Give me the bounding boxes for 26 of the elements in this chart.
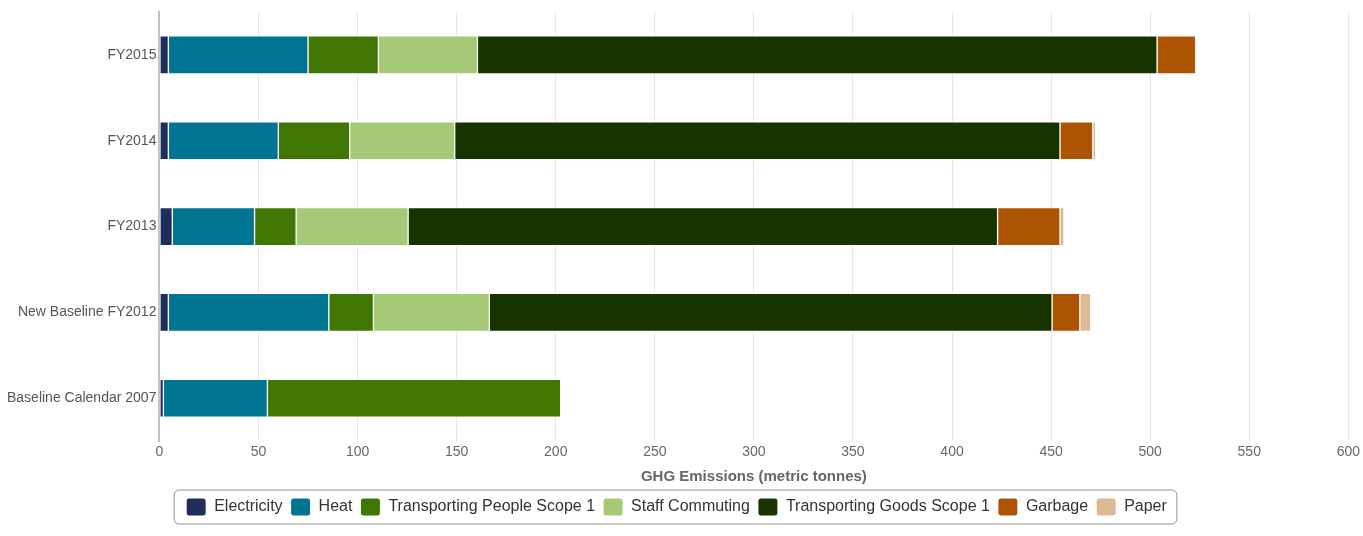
y-tick-label: FY2015 (107, 45, 157, 62)
x-tick-label: 500 (1138, 443, 1163, 460)
x-tick-label: 400 (940, 443, 964, 460)
legend-label: Paper (1124, 497, 1168, 515)
x-tick-label: 600 (1336, 443, 1361, 460)
x-tick-label: 100 (345, 443, 370, 460)
x-tick-label: 200 (544, 443, 568, 460)
legend-label: Transporting Goods Scope 1 (785, 497, 990, 515)
y-tick-label: FY2013 (107, 217, 157, 234)
legend-label: Heat (318, 497, 353, 515)
y-tick-label: FY2014 (107, 131, 157, 148)
x-tick-label: 50 (250, 443, 267, 460)
y-tick-label: New Baseline FY2012 (17, 303, 157, 320)
legend-label: Electricity (214, 497, 283, 515)
x-tick-label: 0 (155, 443, 164, 460)
x-tick-label: 300 (742, 443, 766, 460)
x-tick-label: 450 (1039, 443, 1063, 460)
y-tick-label: Baseline Calendar 2007 (6, 389, 157, 406)
x-tick-label: 550 (1237, 443, 1262, 460)
legend-label: Garbage (1025, 497, 1089, 515)
legend-label: Staff Commuting (631, 497, 750, 515)
legend-label: Transporting People Scope 1 (388, 497, 596, 515)
x-tick-label: 350 (841, 443, 865, 460)
x-tick-label: 250 (643, 443, 667, 460)
x-tick-label: 150 (444, 443, 469, 460)
x-axis-title: GHG Emissions (metric tonnes) (640, 467, 867, 485)
